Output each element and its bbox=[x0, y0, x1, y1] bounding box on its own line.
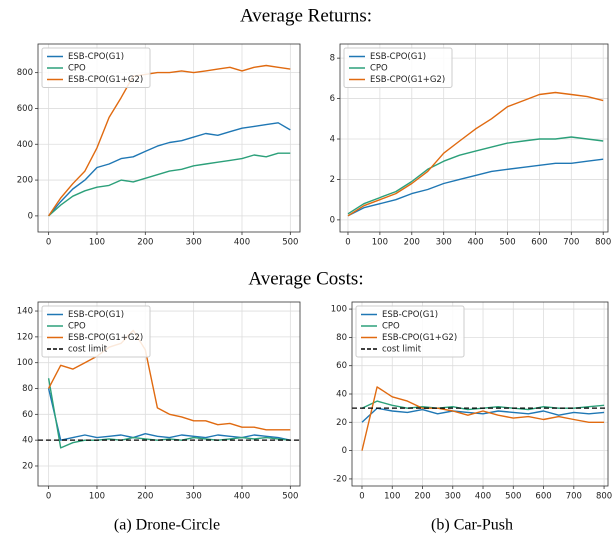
y-tick-label: 200 bbox=[17, 176, 33, 186]
x-tick-label: 100 bbox=[89, 492, 105, 502]
x-tick-label: 400 bbox=[475, 492, 491, 502]
series-line bbox=[48, 64, 291, 217]
y-tick-label: 4 bbox=[330, 135, 335, 145]
x-tick-label: 300 bbox=[186, 238, 202, 248]
x-tick-label: 0 bbox=[345, 238, 350, 248]
y-tick-label: 80 bbox=[336, 333, 347, 343]
series-line bbox=[347, 158, 604, 217]
y-tick-label: 600 bbox=[17, 104, 33, 114]
y-tick-label: 40 bbox=[336, 390, 347, 400]
y-tick-label: 0 bbox=[342, 446, 347, 456]
x-tick-label: 700 bbox=[566, 492, 582, 502]
x-tick-label: 300 bbox=[436, 238, 452, 248]
y-tick-label: 40 bbox=[22, 436, 33, 446]
y-tick-label: 8 bbox=[330, 54, 335, 64]
series-line bbox=[47, 329, 291, 431]
section-title: Average Costs: bbox=[248, 268, 363, 289]
x-tick-label: 100 bbox=[89, 238, 105, 248]
caption: (b) Car-Push bbox=[431, 517, 513, 534]
legend bbox=[355, 305, 465, 358]
legend-label: CPO bbox=[68, 322, 86, 332]
x-tick-label: 0 bbox=[46, 492, 51, 502]
y-tick-label: 80 bbox=[22, 384, 33, 394]
y-tick-label: 20 bbox=[22, 461, 33, 471]
series-line bbox=[48, 152, 291, 217]
legend bbox=[343, 47, 453, 88]
section-title: Average Returns: bbox=[240, 5, 372, 26]
legend-label: ESB-CPO(G1) bbox=[68, 310, 124, 320]
legend-label: ESB-CPO(G1+G2) bbox=[382, 333, 457, 343]
x-tick-label: 800 bbox=[595, 238, 611, 248]
x-tick-label: 800 bbox=[596, 492, 612, 502]
y-tick-label: 20 bbox=[336, 418, 347, 428]
y-tick-label: 2 bbox=[330, 175, 335, 185]
x-tick-label: 600 bbox=[531, 238, 547, 248]
y-tick-label: 800 bbox=[17, 68, 33, 78]
legend bbox=[41, 305, 151, 358]
x-tick-label: 500 bbox=[282, 492, 298, 502]
x-tick-label: 400 bbox=[234, 492, 250, 502]
y-tick-label: 0 bbox=[330, 215, 335, 225]
x-tick-label: 600 bbox=[535, 492, 551, 502]
x-tick-label: 300 bbox=[445, 492, 461, 502]
x-tick-label: 200 bbox=[137, 492, 153, 502]
x-tick-label: 400 bbox=[234, 238, 250, 248]
axes-frame bbox=[351, 301, 609, 487]
y-tick-label: 100 bbox=[331, 305, 347, 315]
legend-label: ESB-CPO(G1+G2) bbox=[370, 75, 445, 85]
caption: (a) Drone-Circle bbox=[114, 517, 220, 534]
x-tick-label: 200 bbox=[414, 492, 430, 502]
x-tick-label: 700 bbox=[563, 238, 579, 248]
y-tick-label: 60 bbox=[22, 410, 33, 420]
x-tick-label: 200 bbox=[137, 238, 153, 248]
x-tick-label: 0 bbox=[46, 238, 51, 248]
y-tick-label: 6 bbox=[330, 94, 335, 104]
legend bbox=[41, 47, 151, 88]
legend-label: CPO bbox=[382, 322, 400, 332]
series-line bbox=[361, 386, 605, 451]
legend-label: ESB-CPO(G1) bbox=[382, 310, 438, 320]
x-tick-label: 200 bbox=[404, 238, 420, 248]
axes-frame bbox=[37, 301, 301, 487]
y-tick-label: 100 bbox=[17, 358, 33, 368]
legend-label: ESB-CPO(G1) bbox=[370, 52, 426, 62]
series-line bbox=[347, 91, 604, 217]
y-tick-label: 400 bbox=[17, 140, 33, 150]
legend-label: ESB-CPO(G1+G2) bbox=[68, 75, 143, 85]
axes-frame bbox=[339, 43, 609, 233]
x-tick-label: 400 bbox=[467, 238, 483, 248]
legend-label: CPO bbox=[68, 64, 86, 74]
legend-label: ESB-CPO(G1) bbox=[68, 52, 124, 62]
legend-label: CPO bbox=[370, 64, 388, 74]
x-tick-label: 100 bbox=[372, 238, 388, 248]
x-tick-label: 0 bbox=[359, 492, 364, 502]
y-tick-label: 140 bbox=[17, 307, 33, 317]
y-tick-label: 120 bbox=[17, 332, 33, 342]
series-line bbox=[347, 136, 604, 215]
series-line bbox=[361, 407, 605, 423]
y-tick-label: 0 bbox=[28, 211, 33, 221]
x-tick-label: 500 bbox=[505, 492, 521, 502]
axes-frame bbox=[37, 43, 301, 233]
legend-label: cost limit bbox=[68, 345, 108, 355]
legend-label: cost limit bbox=[382, 345, 422, 355]
series-line bbox=[47, 388, 291, 441]
x-tick-label: 500 bbox=[499, 238, 515, 248]
series-line bbox=[48, 122, 291, 217]
y-tick-label: 60 bbox=[336, 361, 347, 371]
x-tick-label: 100 bbox=[384, 492, 400, 502]
x-tick-label: 500 bbox=[282, 238, 298, 248]
legend-label: ESB-CPO(G1+G2) bbox=[68, 333, 143, 343]
y-tick-label: -20 bbox=[333, 474, 347, 484]
x-tick-label: 300 bbox=[186, 492, 202, 502]
